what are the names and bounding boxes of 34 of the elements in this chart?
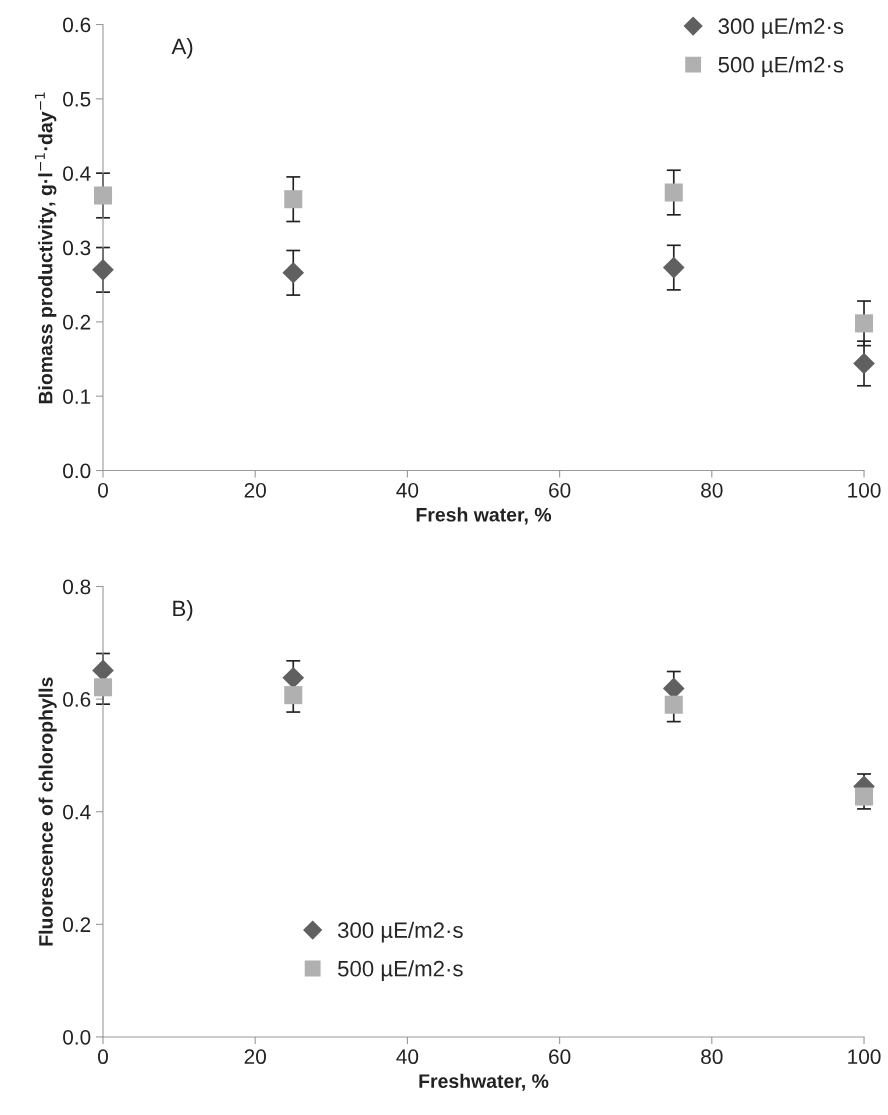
annotation: A) [171, 37, 193, 59]
y-tick-label: 0.6 [63, 17, 91, 33]
y-axis-title: Fluorescence of chlorophylls [38, 677, 57, 946]
y-tick-label: 0.4 [63, 166, 91, 181]
y-tick-label: 0.6 [63, 692, 91, 707]
legend-label: 500 µE/m2·s [718, 56, 844, 77]
annotation: B) [173, 600, 193, 621]
legend-label: 300 µE/m2·s [337, 921, 463, 943]
y-tick-label: 0.0 [63, 1029, 91, 1045]
x-tick-label: 100 [848, 1049, 881, 1065]
y-tick-label: 0.4 [63, 804, 91, 820]
legend-label: 300 µE/m2·s [718, 17, 844, 39]
y-tick-label: 0.2 [63, 314, 91, 330]
x-tick-label: 40 [396, 482, 419, 498]
y-tick-label: 0.2 [63, 917, 91, 933]
x-axis-title: Fresh water, % [416, 507, 552, 525]
x-tick-label: 100 [848, 482, 881, 498]
x-tick-label: 20 [244, 1049, 266, 1065]
y-tick-label: 0.5 [63, 91, 91, 107]
legend-label: 500 µE/m2·s [337, 960, 463, 981]
y-tick-label: 0.3 [63, 240, 91, 256]
y-tick-label: 0.0 [63, 463, 91, 479]
x-tick-label: 20 [244, 482, 266, 498]
y-tick-label: 0.8 [63, 579, 91, 595]
x-tick-label: 0 [98, 482, 108, 498]
x-tick-label: 80 [701, 482, 723, 498]
x-tick-label: 60 [549, 482, 571, 498]
x-tick-label: 80 [701, 1049, 723, 1065]
y-axis-title: Biomass productivity, g·l$^{−1}$·day$^{−1}$ [34, 92, 57, 404]
x-tick-label: 60 [549, 1049, 571, 1065]
x-tick-label: 0 [98, 1049, 108, 1065]
x-tick-label: 40 [396, 1049, 419, 1065]
y-tick-label: 0.1 [63, 389, 91, 404]
x-axis-title: Freshwater, % [419, 1073, 549, 1091]
